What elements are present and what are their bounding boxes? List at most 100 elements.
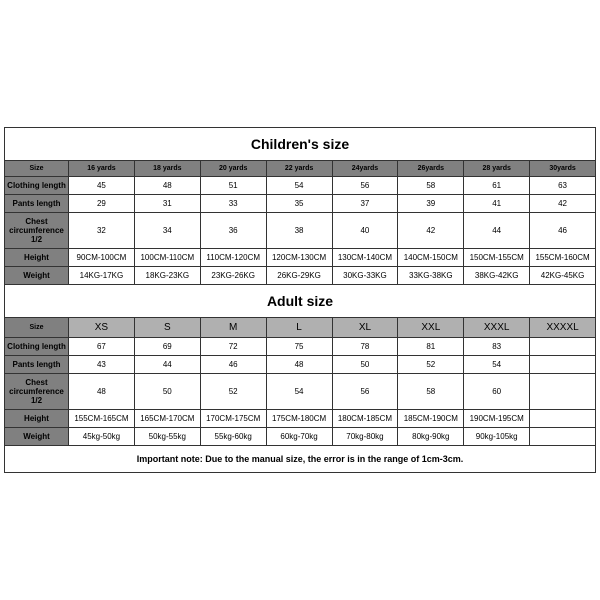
children-row-1-cell-4: 37 — [332, 195, 398, 213]
children-row-2-cell-2: 36 — [200, 213, 266, 249]
children-row-3-cell-5: 140CM-150CM — [398, 249, 464, 267]
children-row-0-cell-6: 61 — [464, 177, 530, 195]
children-row-4-cell-4: 30KG-33KG — [332, 267, 398, 285]
children-row-4-cell-2: 23KG-26KG — [200, 267, 266, 285]
children-row-3-cell-0: 90CM-100CM — [69, 249, 135, 267]
adult-row-0-cell-4: 78 — [332, 338, 398, 356]
adult-header-col-6: XXL — [398, 318, 464, 338]
children-header-col-6: 26yards — [398, 161, 464, 177]
adult-row-1-cell-5: 52 — [398, 356, 464, 374]
children-row-2-cell-5: 42 — [398, 213, 464, 249]
adult-row-2-cell-4: 56 — [332, 374, 398, 410]
children-row-2-cell-3: 38 — [266, 213, 332, 249]
adult-row-0-label: Clothing length — [5, 338, 69, 356]
adult-row-1-cell-7 — [530, 356, 596, 374]
adult-header-col-8: XXXXL — [530, 318, 596, 338]
children-header-col-8: 30yards — [530, 161, 596, 177]
adult-row-3-cell-5: 185CM-190CM — [398, 410, 464, 428]
children-header-col-7: 28 yards — [464, 161, 530, 177]
adult-row-2-cell-6: 60 — [464, 374, 530, 410]
size-chart-container: Children's sizeSize16 yards18 yards20 ya… — [4, 127, 596, 473]
children-row-0-cell-2: 51 — [200, 177, 266, 195]
adult-row-3-cell-4: 180CM-185CM — [332, 410, 398, 428]
children-row-3-cell-2: 110CM-120CM — [200, 249, 266, 267]
children-row-4-cell-3: 26KG-29KG — [266, 267, 332, 285]
adult-row-3-cell-3: 175CM-180CM — [266, 410, 332, 428]
children-row-2-cell-4: 40 — [332, 213, 398, 249]
children-row-1-cell-0: 29 — [69, 195, 135, 213]
children-row-0-cell-4: 56 — [332, 177, 398, 195]
children-header-col-5: 24yards — [332, 161, 398, 177]
children-row-2-cell-7: 46 — [530, 213, 596, 249]
children-row-1-cell-1: 31 — [134, 195, 200, 213]
adult-header-col-4: L — [266, 318, 332, 338]
adult-row-1-cell-3: 48 — [266, 356, 332, 374]
adult-header-col-1: XS — [69, 318, 135, 338]
adult-row-1-cell-2: 46 — [200, 356, 266, 374]
children-header-col-2: 18 yards — [134, 161, 200, 177]
adult-row-0-cell-0: 67 — [69, 338, 135, 356]
adult-header-col-0: Size — [5, 318, 69, 338]
adult-row-4-cell-5: 80kg-90kg — [398, 428, 464, 446]
adult-row-0-cell-3: 75 — [266, 338, 332, 356]
children-row-3-cell-7: 155CM-160CM — [530, 249, 596, 267]
children-row-1-cell-3: 35 — [266, 195, 332, 213]
adult-row-2-cell-0: 48 — [69, 374, 135, 410]
adult-row-2-cell-2: 52 — [200, 374, 266, 410]
adult-row-4-cell-4: 70kg-80kg — [332, 428, 398, 446]
adult-row-3-cell-6: 190CM-195CM — [464, 410, 530, 428]
children-row-1-cell-7: 42 — [530, 195, 596, 213]
adult-row-0-cell-1: 69 — [134, 338, 200, 356]
children-row-2-cell-6: 44 — [464, 213, 530, 249]
adult-header-col-3: M — [200, 318, 266, 338]
children-row-0-label: Clothing length — [5, 177, 69, 195]
children-row-0-cell-3: 54 — [266, 177, 332, 195]
adult-header-col-2: S — [134, 318, 200, 338]
children-header-col-3: 20 yards — [200, 161, 266, 177]
children-row-2-cell-1: 34 — [134, 213, 200, 249]
adult-row-4-cell-3: 60kg-70kg — [266, 428, 332, 446]
children-title: Children's size — [5, 128, 596, 161]
adult-row-0-cell-6: 83 — [464, 338, 530, 356]
children-row-4-cell-0: 14KG-17KG — [69, 267, 135, 285]
children-header-col-4: 22 yards — [266, 161, 332, 177]
children-header-col-0: Size — [5, 161, 69, 177]
children-row-3-cell-1: 100CM-110CM — [134, 249, 200, 267]
children-row-3-cell-6: 150CM-155CM — [464, 249, 530, 267]
children-row-0-cell-5: 58 — [398, 177, 464, 195]
adult-row-4-cell-1: 50kg-55kg — [134, 428, 200, 446]
children-row-0-cell-1: 48 — [134, 177, 200, 195]
children-row-4-cell-6: 38KG-42KG — [464, 267, 530, 285]
children-row-4-cell-1: 18KG-23KG — [134, 267, 200, 285]
adult-row-3-cell-1: 165CM-170CM — [134, 410, 200, 428]
adult-row-2-cell-7 — [530, 374, 596, 410]
adult-header-col-7: XXXL — [464, 318, 530, 338]
important-note: Important note: Due to the manual size, … — [5, 446, 596, 473]
adult-row-1-cell-4: 50 — [332, 356, 398, 374]
adult-row-0-cell-7 — [530, 338, 596, 356]
adult-row-0-cell-2: 72 — [200, 338, 266, 356]
adult-row-4-cell-6: 90kg-105kg — [464, 428, 530, 446]
children-row-1-cell-5: 39 — [398, 195, 464, 213]
adult-row-3-cell-7 — [530, 410, 596, 428]
children-row-1-label: Pants length — [5, 195, 69, 213]
adult-row-1-cell-6: 54 — [464, 356, 530, 374]
children-row-4-label: Weight — [5, 267, 69, 285]
adult-row-1-cell-1: 44 — [134, 356, 200, 374]
children-row-2-cell-0: 32 — [69, 213, 135, 249]
adult-row-4-cell-2: 55kg-60kg — [200, 428, 266, 446]
adult-header-col-5: XL — [332, 318, 398, 338]
children-row-1-cell-2: 33 — [200, 195, 266, 213]
adult-title: Adult size — [5, 285, 596, 318]
adult-row-3-cell-2: 170CM-175CM — [200, 410, 266, 428]
adult-row-4-cell-0: 45kg-50kg — [69, 428, 135, 446]
children-row-1-cell-6: 41 — [464, 195, 530, 213]
children-row-2-label: Chest circumference 1/2 — [5, 213, 69, 249]
adult-row-3-label: Height — [5, 410, 69, 428]
adult-row-2-label: Chest circumference 1/2 — [5, 374, 69, 410]
children-row-4-cell-7: 42KG-45KG — [530, 267, 596, 285]
children-row-0-cell-0: 45 — [69, 177, 135, 195]
children-row-3-cell-4: 130CM-140CM — [332, 249, 398, 267]
adult-row-1-cell-0: 43 — [69, 356, 135, 374]
children-row-3-cell-3: 120CM-130CM — [266, 249, 332, 267]
